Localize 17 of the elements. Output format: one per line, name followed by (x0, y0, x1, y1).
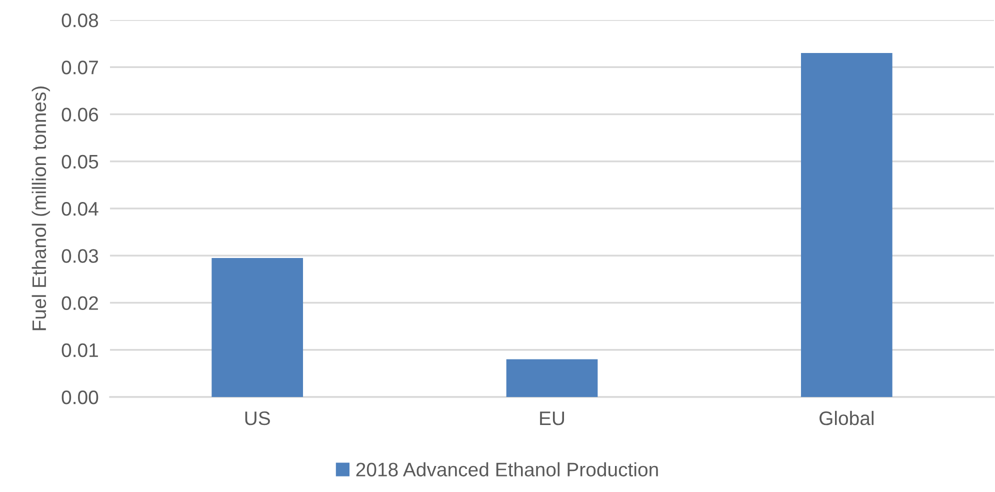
y-tick-label: 0.07 (62, 60, 98, 74)
bar (506, 359, 598, 397)
y-tick-label: 0.04 (62, 202, 98, 216)
y-tick-label: 0.00 (62, 390, 98, 404)
y-tick-label: 0.03 (62, 249, 98, 263)
x-tick-label: EU (540, 412, 564, 426)
y-tick-label: 0.08 (62, 13, 98, 28)
bar (212, 258, 304, 397)
x-tick-label: US (245, 411, 270, 426)
y-tick-label: 0.02 (62, 296, 98, 310)
y-tick-label: 0.06 (62, 108, 98, 122)
legend-label: 2018 Advanced Ethanol Production (356, 462, 658, 476)
y-tick-label: 0.01 (62, 343, 98, 358)
y-tick-label: 0.05 (62, 154, 98, 169)
x-tick-label: Global (820, 410, 874, 426)
bar (800, 52, 892, 397)
y-axis-title: Fuel Ethanol (million tonnes) (32, 86, 50, 330)
